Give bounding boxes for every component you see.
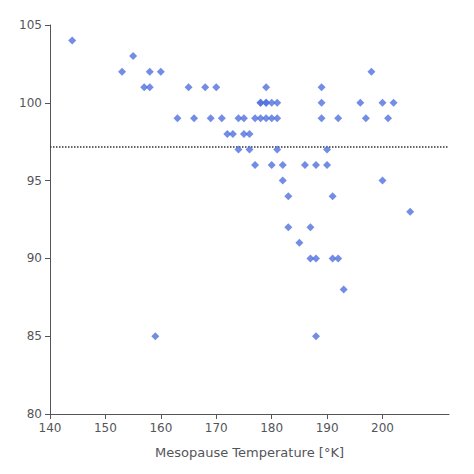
svg-text:190: 190 [316,421,339,435]
svg-text:95: 95 [27,174,42,188]
svg-text:180: 180 [260,421,283,435]
svg-text:85: 85 [27,329,42,343]
svg-text:Mesopause Temperature [°K]: Mesopause Temperature [°K] [155,445,344,460]
svg-text:140: 140 [39,421,62,435]
svg-text:170: 170 [205,421,228,435]
svg-text:100: 100 [19,96,42,110]
svg-text:150: 150 [94,421,117,435]
svg-text:80: 80 [27,407,42,421]
svg-text:90: 90 [27,251,42,265]
svg-text:200: 200 [371,421,394,435]
svg-text:105: 105 [19,18,42,32]
svg-text:160: 160 [149,421,172,435]
